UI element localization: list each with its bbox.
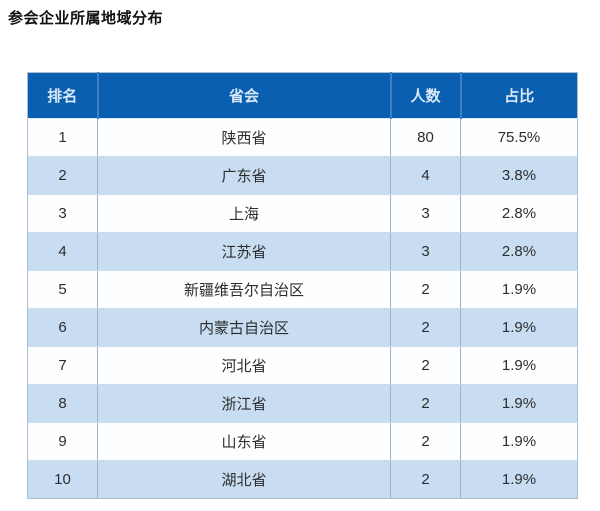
table-row: 5 新疆维吾尔自治区 2 1.9% (27, 270, 578, 309)
cell-rank: 7 (27, 346, 98, 385)
table-row: 1 陕西省 80 75.5% (27, 118, 578, 157)
cell-count: 80 (390, 118, 461, 157)
column-header-percent: 占比 (460, 72, 578, 119)
cell-percent: 1.9% (501, 471, 537, 488)
table-row: 8 浙江省 2 1.9% (27, 384, 578, 423)
table-row: 2 广东省 4 3.8% (27, 156, 578, 195)
cell-rank: 2 (27, 156, 98, 195)
table-row: 7 河北省 2 1.9% (27, 346, 578, 385)
cell-percent: 1.9% (460, 346, 578, 385)
cell-region: 广东省 (97, 156, 391, 195)
cell-count: 3 (390, 194, 461, 233)
cell-region: 江苏省 (97, 232, 391, 271)
cell-region: 上海 (97, 194, 391, 233)
column-header-count: 人数 (390, 72, 462, 119)
cell-count: 2 (390, 422, 461, 461)
cell-count: 3 (390, 232, 461, 271)
region-distribution-table: 排名 省会 人数 占比 1 陕西省 80 75.5% 2 广东省 4 3.8% … (27, 72, 578, 499)
cell-percent: 1.9% (460, 422, 578, 461)
table-body: 1 陕西省 80 75.5% 2 广东省 4 3.8% 3 上海 3 2.8% … (27, 118, 578, 499)
cell-region: 湖北省 (97, 460, 391, 499)
table-row: 10 湖北省 2 1.9% (27, 460, 578, 499)
cell-rank: 8 (27, 384, 98, 423)
column-header-rank: 排名 (27, 72, 99, 119)
cell-region: 内蒙古自治区 (97, 308, 391, 347)
table-row: 3 上海 3 2.8% (27, 194, 578, 233)
cell-count: 4 (390, 156, 461, 195)
table-row: 4 江苏省 3 2.8% (27, 232, 578, 271)
cell-count: 2 (390, 346, 461, 385)
cell-rank: 5 (27, 270, 98, 309)
cell-percent: 1.9% (460, 308, 578, 347)
cell-percent: 75.5% (460, 118, 578, 157)
table-header-row: 排名 省会 人数 占比 (27, 72, 578, 119)
cell-rank: 1 (27, 118, 98, 157)
page-title: 参会企业所属地域分布 (8, 10, 164, 27)
cell-rank: 3 (27, 194, 98, 233)
column-header-region: 省会 (97, 72, 392, 119)
cell-region: 陕西省 (97, 118, 391, 157)
cell-rank: 6 (27, 308, 98, 347)
cell-region: 山东省 (97, 422, 391, 461)
cell-percent: 1.9% (460, 270, 578, 309)
cell-count: 2 (390, 384, 461, 423)
cell-percent: 1.9% (460, 384, 578, 423)
cell-region: 浙江省 (97, 384, 391, 423)
cell-count: 2 (390, 460, 461, 499)
table-row: 6 内蒙古自治区 2 1.9% (27, 308, 578, 347)
cell-region: 新疆维吾尔自治区 (97, 270, 391, 309)
table-row: 9 山东省 2 1.9% (27, 422, 578, 461)
cell-percent: 2.8% (460, 232, 578, 271)
cell-percent: 3.8% (460, 156, 578, 195)
cell-rank: 10 (27, 460, 98, 499)
cell-count: 2 (390, 270, 461, 309)
cell-region: 河北省 (97, 346, 391, 385)
cell-count: 2 (390, 308, 461, 347)
cell-percent: 2.8% (460, 194, 578, 233)
cell-rank: 9 (27, 422, 98, 461)
cell-rank: 4 (27, 232, 98, 271)
